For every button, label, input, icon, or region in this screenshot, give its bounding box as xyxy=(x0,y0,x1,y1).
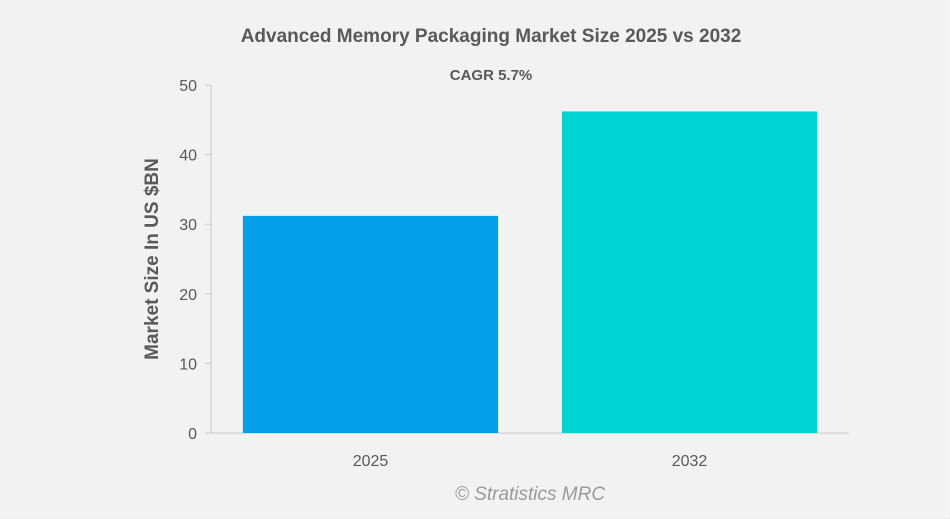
x-tick-label: 2025 xyxy=(353,453,389,470)
chart-title: Advanced Memory Packaging Market Size 20… xyxy=(241,26,742,47)
y-tick-label: 0 xyxy=(188,426,197,443)
bar-2032 xyxy=(561,111,818,433)
watermark: © Stratistics MRC xyxy=(455,484,605,505)
y-tick-label: 10 xyxy=(179,356,197,373)
bars xyxy=(242,111,818,433)
y-axis-label: Market Size In US $BN xyxy=(142,158,163,360)
y-tick-label: 30 xyxy=(179,217,197,234)
bar-2025 xyxy=(242,215,499,433)
x-tick-label: 2032 xyxy=(672,453,708,470)
y-tick-label: 40 xyxy=(179,148,197,165)
y-tick-label: 20 xyxy=(179,287,197,304)
x-axis-ticks: 2025 2032 xyxy=(353,453,708,470)
y-tick-label: 50 xyxy=(179,78,197,95)
chart-subtitle: CAGR 5.7% xyxy=(450,67,533,84)
y-axis-ticks: 0 10 20 30 40 50 xyxy=(179,78,211,443)
